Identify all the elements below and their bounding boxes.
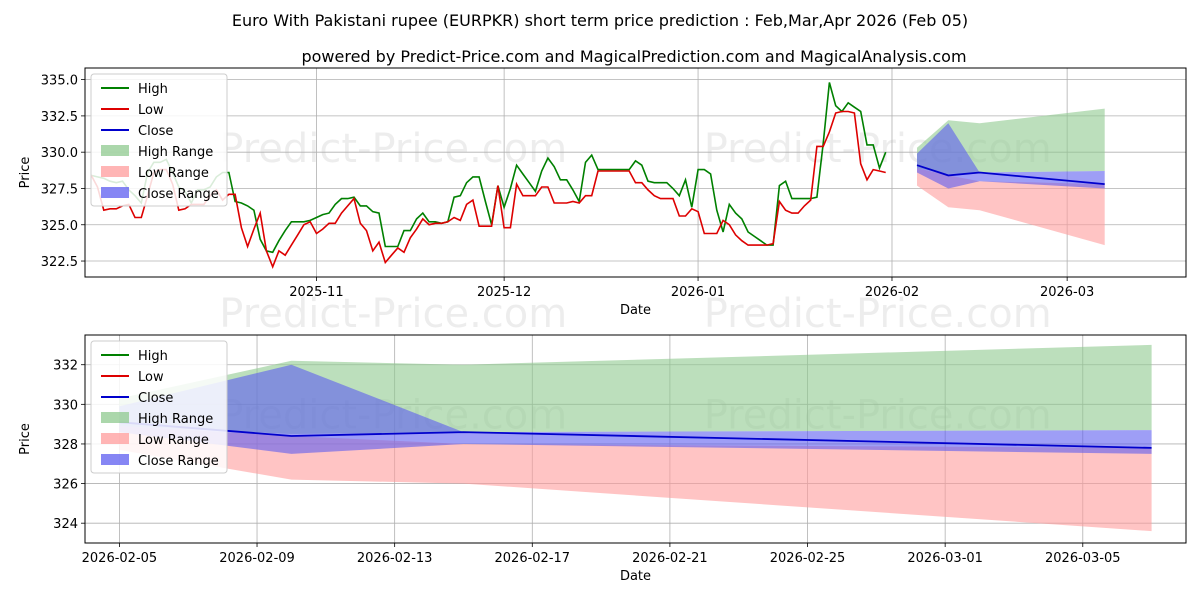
x-tick-label: 2026-02-09 [219, 551, 295, 566]
legend-patch-swatch [101, 187, 129, 198]
x-axis-label: Date [620, 569, 651, 584]
bottom-panel: Predict-Price.comPredict-Price.com2026-0… [18, 334, 1187, 584]
axes-frame [84, 334, 1187, 544]
x-tick-label: 2026-03-01 [907, 551, 983, 566]
legend-label: Close [138, 391, 173, 406]
y-tick-label: 325.0 [41, 219, 78, 234]
legend-patch-swatch [101, 145, 129, 156]
x-tick-label: 2025-12 [477, 285, 531, 300]
legend-label: Low [138, 370, 164, 385]
y-tick-label: 326 [53, 478, 78, 493]
legend-label: High [138, 349, 168, 364]
legend-label: High Range [138, 412, 213, 427]
y-tick-label: 324 [53, 517, 78, 532]
low-range-band [917, 168, 1105, 246]
x-tick-label: 2026-03 [1040, 285, 1094, 300]
axes-frame [84, 67, 1187, 278]
watermark-text: Predict-Price.com [704, 291, 1052, 337]
legend-label: Low Range [138, 166, 209, 181]
x-tick-label: 2026-01 [671, 285, 725, 300]
chart-title: Euro With Pakistani rupee (EURPKR) short… [232, 11, 968, 30]
y-tick-label: 327.5 [41, 182, 78, 197]
legend-patch-swatch [101, 166, 129, 177]
close-series-line [916, 164, 1105, 185]
close-range-band [917, 123, 1105, 189]
x-axis-label: Date [620, 303, 651, 318]
x-tick-label: 2026-02-21 [632, 551, 708, 566]
legend-label: Low Range [138, 433, 209, 448]
legend-label: Low [138, 103, 164, 118]
y-tick-label: 335.0 [41, 74, 78, 89]
watermark-text: Predict-Price.com [219, 126, 567, 172]
legend-label: Close Range [138, 187, 219, 202]
legend-patch-swatch [101, 433, 129, 444]
top-panel: Predict-Price.com Predict-Price.com Predic… [18, 67, 1187, 337]
legend-label: High [138, 82, 168, 97]
watermark-text: Predict-Price.com [219, 291, 567, 337]
close-range-band [119, 364, 1152, 454]
y-tick-label: 322.5 [41, 255, 78, 270]
y-tick-label: 330.0 [41, 146, 78, 161]
x-tick-label: 2025-11 [289, 285, 343, 300]
legend-patch-swatch [101, 454, 129, 465]
y-tick-label: 332.5 [41, 110, 78, 125]
y-tick-label: 330 [53, 398, 78, 413]
legend-label: High Range [138, 145, 213, 160]
legend-patch-swatch [101, 412, 129, 423]
y-axis-label: Price [18, 423, 33, 455]
y-tick-label: 332 [53, 359, 78, 374]
legend-label: Close Range [138, 454, 219, 469]
x-tick-label: 2026-02-25 [770, 551, 846, 566]
x-tick-label: 2026-02-17 [495, 551, 571, 566]
x-tick-label: 2026-02 [865, 285, 919, 300]
low-range-band [119, 426, 1152, 532]
legend-label: Close [138, 124, 173, 139]
y-tick-label: 328 [53, 438, 78, 453]
x-tick-label: 2026-03-05 [1045, 551, 1121, 566]
y-axis-label: Price [18, 157, 33, 189]
x-tick-label: 2026-02-13 [357, 551, 433, 566]
x-tick-label: 2026-02-05 [82, 551, 158, 566]
chart-subtitle: powered by Predict-Price.com and Magical… [301, 47, 966, 66]
